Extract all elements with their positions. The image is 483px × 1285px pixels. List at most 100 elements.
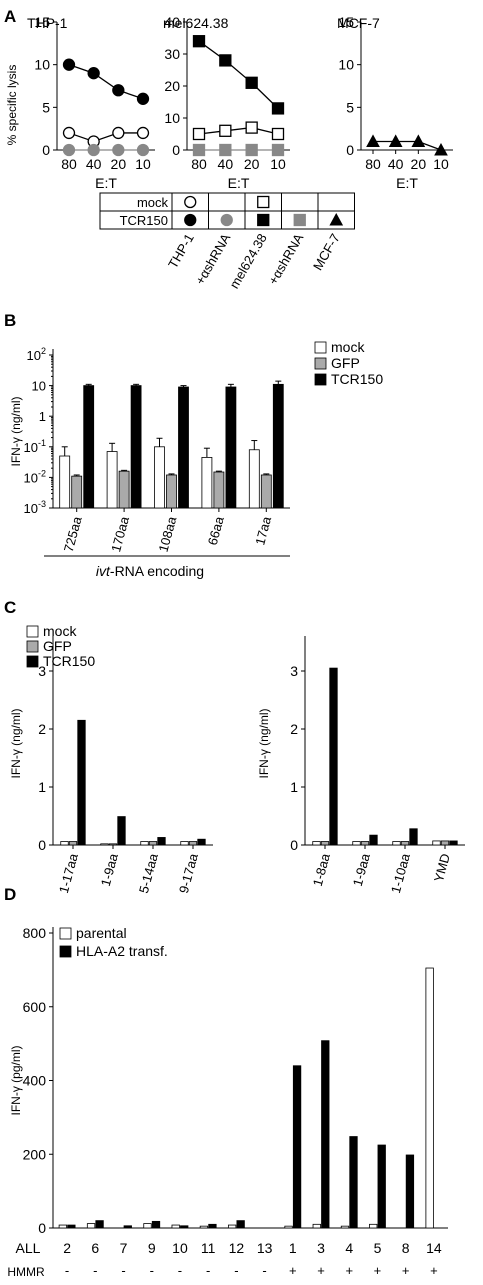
legend-label: GFP bbox=[43, 638, 72, 654]
data-point bbox=[136, 92, 150, 105]
hmmr-status: + bbox=[345, 1263, 353, 1278]
bar bbox=[106, 451, 118, 509]
panel-c-left-bar-chart: 0 1 2 3 IFN-γ (ng/ml) 1-17aa 1-9aa 5-14aa 9-17aa… bbox=[9, 623, 213, 895]
data-point bbox=[192, 127, 206, 141]
x-tick-label: 66aa bbox=[205, 514, 227, 547]
data-point bbox=[62, 143, 76, 157]
bar bbox=[449, 840, 458, 846]
data-point bbox=[245, 76, 258, 89]
bar bbox=[213, 471, 225, 509]
table-column-label: mel624.38 bbox=[226, 231, 269, 291]
bar bbox=[171, 1224, 180, 1229]
x-tick-label: YMD bbox=[431, 852, 453, 884]
bar bbox=[67, 1224, 76, 1229]
series-line bbox=[198, 126, 279, 135]
data-point bbox=[112, 126, 125, 140]
bar bbox=[77, 719, 86, 846]
bar bbox=[58, 1224, 68, 1229]
table-symbol bbox=[257, 195, 270, 209]
y-axis-label: IFN-γ (ng/ml) bbox=[9, 397, 23, 467]
x-tick-label: 1-17aa bbox=[56, 851, 81, 895]
x-axis-label: ivt-RNA encoding bbox=[96, 563, 204, 579]
bar bbox=[201, 457, 213, 509]
y-tick-label: 200 bbox=[23, 1146, 47, 1162]
y-tick-label: 0 bbox=[38, 1220, 46, 1236]
bar bbox=[117, 816, 126, 846]
legend-label: GFP bbox=[331, 355, 360, 371]
bar bbox=[95, 1220, 104, 1229]
bar bbox=[329, 667, 338, 846]
hmmr-status: - bbox=[65, 1263, 69, 1278]
bar bbox=[100, 843, 109, 846]
table-symbol bbox=[293, 213, 306, 227]
y-tick-label: 15 bbox=[338, 14, 354, 30]
y-tick-label: 10 bbox=[34, 57, 50, 73]
chart-mel62438: 0 10 20 30 40 80 40 20 10 E:T mel624.38 bbox=[163, 14, 290, 191]
hmmr-status: + bbox=[317, 1263, 325, 1278]
x-tick-label: 5-14aa bbox=[136, 851, 161, 895]
data-point bbox=[219, 54, 232, 67]
category-label: 14 bbox=[426, 1240, 442, 1256]
category-label: 13 bbox=[257, 1240, 273, 1256]
bar bbox=[272, 383, 284, 509]
bar bbox=[123, 1225, 132, 1229]
legend-swatch bbox=[26, 625, 39, 638]
hmmr-status: - bbox=[234, 1263, 238, 1278]
bar bbox=[260, 474, 272, 509]
y-tick-label: 15 bbox=[34, 14, 50, 30]
table-column-label: +αshRNA bbox=[192, 231, 233, 288]
x-axis-label: E:T bbox=[228, 175, 250, 191]
panel-label-b: B bbox=[4, 311, 16, 330]
data-point bbox=[434, 142, 448, 156]
x-tick-label: 10 bbox=[270, 156, 286, 172]
x-tick-label: 17aa bbox=[252, 514, 274, 547]
y-tick-label: 400 bbox=[23, 1073, 47, 1089]
chart-title: mel624.38 bbox=[163, 15, 229, 31]
bar bbox=[130, 385, 142, 509]
bar bbox=[166, 474, 177, 509]
data-point bbox=[192, 143, 206, 157]
series-line bbox=[68, 64, 144, 100]
bar bbox=[236, 1220, 245, 1229]
bar bbox=[369, 834, 378, 846]
legend-swatch bbox=[314, 357, 327, 370]
bar bbox=[199, 1225, 209, 1229]
y-tick-label: 5 bbox=[42, 99, 50, 115]
panel-label-c: C bbox=[4, 598, 16, 617]
panel-label-d: D bbox=[4, 885, 16, 904]
legend-swatch bbox=[314, 341, 327, 354]
hmmr-status: + bbox=[374, 1263, 382, 1278]
legend-swatch bbox=[59, 927, 72, 940]
x-tick-label: 80 bbox=[191, 156, 207, 172]
hmmr-status: + bbox=[402, 1263, 410, 1278]
legend-label: HLA-A2 transf. bbox=[76, 943, 168, 959]
y-tick-label: 30 bbox=[164, 46, 180, 62]
y-tick-label: 10-3 bbox=[24, 499, 46, 516]
y-tick-label: 0 bbox=[38, 837, 46, 853]
y-tick-label: 2 bbox=[290, 721, 298, 737]
legend-label: parental bbox=[76, 925, 127, 941]
bar bbox=[71, 475, 83, 509]
panel-a-ylabel: % specific lysis bbox=[5, 65, 19, 146]
category-label: 5 bbox=[374, 1240, 382, 1256]
bar bbox=[60, 841, 69, 846]
category-label: 3 bbox=[317, 1240, 325, 1256]
category-label: 7 bbox=[120, 1240, 128, 1256]
bar bbox=[312, 1223, 321, 1229]
bar bbox=[392, 841, 401, 846]
data-point bbox=[136, 126, 150, 140]
panel-label-a: A bbox=[4, 7, 16, 26]
bar bbox=[180, 841, 189, 846]
x-tick-label: 40 bbox=[218, 156, 234, 172]
bar bbox=[400, 841, 410, 846]
series-line bbox=[373, 140, 442, 151]
bar bbox=[197, 838, 206, 846]
bar bbox=[352, 841, 361, 846]
data-point bbox=[388, 134, 403, 147]
data-point bbox=[62, 126, 76, 140]
chart-thp1: 0 5 10 15 80 40 20 10 E:T THP-1 bbox=[27, 14, 155, 191]
data-point bbox=[87, 67, 100, 80]
data-point bbox=[112, 84, 125, 97]
